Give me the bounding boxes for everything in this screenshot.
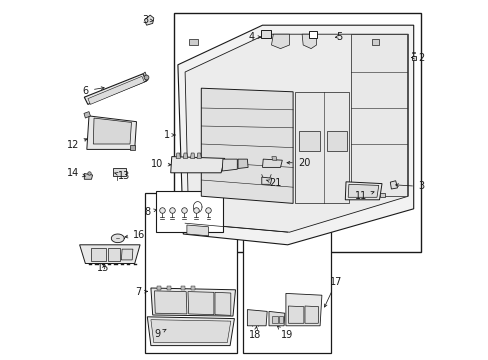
Text: 18: 18 [249, 327, 261, 340]
Bar [145, 193, 237, 353]
Polygon shape [190, 153, 194, 158]
Polygon shape [183, 153, 187, 158]
Text: 14: 14 [66, 168, 85, 178]
Polygon shape [285, 293, 321, 326]
Text: 3: 3 [142, 15, 153, 25]
Polygon shape [288, 306, 303, 323]
Polygon shape [88, 76, 144, 104]
Polygon shape [197, 153, 201, 158]
Polygon shape [186, 225, 208, 236]
Polygon shape [144, 15, 153, 25]
Bar [271, 316, 277, 323]
Polygon shape [151, 320, 230, 343]
Polygon shape [151, 288, 235, 316]
Polygon shape [111, 234, 124, 243]
Polygon shape [178, 25, 413, 245]
Text: 1: 1 [163, 130, 175, 140]
Text: 16: 16 [125, 230, 145, 240]
Text: 9: 9 [155, 329, 166, 339]
Bar [174, 13, 420, 252]
Polygon shape [261, 177, 271, 184]
Polygon shape [326, 131, 346, 151]
Polygon shape [84, 112, 90, 118]
Polygon shape [389, 181, 397, 189]
Polygon shape [222, 159, 237, 171]
Polygon shape [187, 292, 213, 315]
Polygon shape [294, 92, 348, 203]
Bar [260, 30, 270, 38]
Polygon shape [84, 74, 146, 104]
Polygon shape [176, 153, 180, 158]
Polygon shape [305, 306, 318, 323]
Polygon shape [84, 174, 92, 179]
Bar [371, 39, 378, 45]
Text: 20: 20 [286, 158, 309, 168]
Text: 12: 12 [66, 139, 87, 150]
Polygon shape [80, 245, 140, 264]
Polygon shape [154, 291, 186, 314]
Polygon shape [347, 184, 378, 197]
Polygon shape [268, 311, 284, 326]
Bar [113, 168, 125, 176]
Bar [379, 193, 384, 197]
Text: 15: 15 [97, 263, 109, 273]
Polygon shape [271, 157, 276, 160]
Polygon shape [93, 118, 131, 144]
Text: 6: 6 [82, 86, 104, 96]
Polygon shape [91, 248, 106, 261]
Polygon shape [147, 317, 234, 346]
Polygon shape [302, 34, 316, 49]
Polygon shape [107, 248, 120, 261]
Text: 3: 3 [395, 181, 423, 192]
Text: 19: 19 [277, 327, 292, 340]
Text: 11: 11 [355, 191, 373, 201]
Text: 10: 10 [151, 159, 171, 169]
Polygon shape [201, 88, 292, 203]
Polygon shape [350, 34, 406, 196]
Polygon shape [247, 310, 266, 326]
Polygon shape [345, 182, 381, 200]
Bar [242, 225, 330, 353]
Text: 2: 2 [411, 53, 424, 63]
Bar [279, 316, 282, 323]
Polygon shape [238, 159, 247, 168]
Polygon shape [170, 157, 224, 173]
Polygon shape [298, 131, 320, 151]
Text: 17: 17 [324, 276, 342, 307]
Bar [130, 145, 135, 150]
Text: 8: 8 [144, 207, 156, 217]
Polygon shape [121, 249, 133, 260]
Polygon shape [215, 292, 230, 315]
Text: 7: 7 [135, 287, 147, 297]
Polygon shape [271, 34, 289, 49]
Text: 13: 13 [115, 171, 130, 181]
Text: 4: 4 [248, 32, 260, 42]
Bar [156, 191, 223, 232]
Polygon shape [262, 159, 282, 167]
Polygon shape [142, 72, 148, 81]
Text: 5: 5 [335, 32, 342, 42]
Polygon shape [185, 34, 407, 232]
Bar [308, 31, 316, 38]
Text: 21: 21 [265, 178, 281, 188]
Bar [188, 39, 197, 45]
Polygon shape [87, 116, 136, 149]
